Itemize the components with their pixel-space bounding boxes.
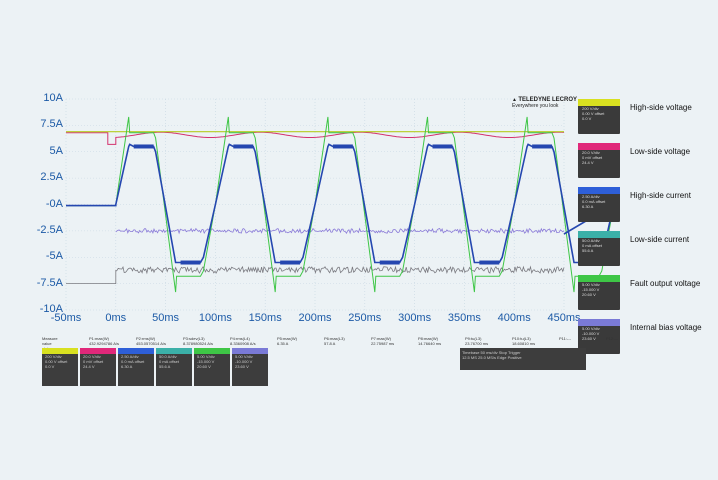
channel-label: Fault output voltage: [630, 279, 710, 289]
channel-label: High-side current: [630, 191, 710, 201]
channel-setting: 0.0 V: [578, 116, 620, 121]
channel-descriptor[interactable]: 50.0 A/div 0 mA offset 55.6 A: [578, 231, 620, 266]
y-tick-label: 10A: [3, 92, 63, 104]
high-side-current-plateau: [333, 144, 353, 148]
trigger-panel[interactable]: Timebase 50 ms/div Stop Trigger 12.5 MS …: [460, 348, 586, 370]
x-tick-label: 200ms: [298, 312, 331, 324]
measure-cell: [606, 346, 650, 351]
high-side-current-plateau: [181, 261, 201, 265]
x-tick-label: 400ms: [498, 312, 531, 324]
channel-label: High-side voltage: [630, 103, 710, 113]
high-side-current-plateau: [380, 261, 400, 265]
high-side-current-plateau: [280, 261, 300, 265]
channel-descriptor[interactable]: 2.50 A/div 0.0 mA offset 6.30 A: [578, 187, 620, 222]
channel-tile[interactable]: 50.0 A/div 0 mA offset 55.6 A: [156, 348, 192, 386]
channel-color-bar: [578, 143, 620, 150]
x-tick-label: 300ms: [398, 312, 431, 324]
x-tick-label: 350ms: [448, 312, 481, 324]
tile-setting: 55.6 A: [156, 364, 192, 369]
channel-color-bar: [578, 231, 620, 238]
x-tick-label: 150ms: [249, 312, 282, 324]
x-tick-label: 250ms: [348, 312, 381, 324]
x-tick-label: 50ms: [152, 312, 179, 324]
channel-tile[interactable]: 5.00 V/div -15.000 V 20.60 V: [194, 348, 230, 386]
measure-cell: [418, 346, 462, 351]
y-tick-label: -5A: [3, 250, 63, 262]
channel-color-bar: [578, 319, 620, 326]
trigger-line-2: 12.5 MS 25.0 MS/s Edge Positive: [462, 355, 584, 360]
y-tick-label: -2.5A: [3, 224, 63, 236]
x-tick-label: -50ms: [51, 312, 82, 324]
y-tick-label: 2.5A: [3, 171, 63, 183]
channel-descriptor[interactable]: 200 V/div 0.00 V offset 0.0 V: [578, 99, 620, 134]
measure-cell: [277, 346, 321, 351]
x-tick-label: 0ms: [105, 312, 126, 324]
channel-tile[interactable]: 20.0 V/div 0 mV offset 24.4 V: [80, 348, 116, 386]
brand-logo: ▲ TELEDYNE LECROY Everywhere you look: [512, 97, 577, 109]
channel-label: Low-side voltage: [630, 147, 710, 157]
channel-setting: 6.30 A: [578, 204, 620, 209]
high-side-current-plateau: [532, 144, 552, 148]
channel-tile[interactable]: 200 V/div 0.00 V offset 0.0 V: [42, 348, 78, 386]
x-tick-label: 450ms: [547, 312, 580, 324]
channel-label: Low-side current: [630, 235, 710, 245]
tile-setting: 24.4 V: [80, 364, 116, 369]
channel-tile[interactable]: 2.50 A/div 0.0 mA offset 6.30 A: [118, 348, 154, 386]
channel-descriptor[interactable]: 5.00 V/div -15.000 V 20.60 V: [578, 275, 620, 310]
measure-cell: [324, 346, 368, 351]
channel-setting: 55.6 A: [578, 248, 620, 253]
channel-descriptor[interactable]: 20.0 V/div 0 mV offset 24.4 V: [578, 143, 620, 178]
channel-setting: 24.4 V: [578, 160, 620, 165]
measure-cell: [371, 346, 415, 351]
x-tick-label: 100ms: [199, 312, 232, 324]
high-side-current-plateau: [479, 261, 499, 265]
channel-color-bar: [578, 187, 620, 194]
channel-tile[interactable]: 5.00 V/div -10.000 V 23.60 V: [232, 348, 268, 386]
tile-setting: 23.60 V: [232, 364, 268, 369]
y-tick-label: 7.5A: [3, 118, 63, 130]
tile-setting: 0.0 V: [42, 364, 78, 369]
high-side-current-plateau: [233, 144, 253, 148]
high-side-current-plateau: [134, 144, 154, 148]
tile-setting: 20.60 V: [194, 364, 230, 369]
y-tick-label: -7.5A: [3, 277, 63, 289]
y-tick-label: 5A: [3, 145, 63, 157]
channel-color-bar: [578, 275, 620, 282]
channel-setting: 20.60 V: [578, 292, 620, 297]
high-side-current-plateau: [433, 144, 453, 148]
y-tick-label: -0A: [3, 198, 63, 210]
logo-tagline: Everywhere you look: [512, 103, 558, 109]
channel-color-bar: [578, 99, 620, 106]
tile-setting: 6.30 A: [118, 364, 154, 369]
channel-label: Internal bias voltage: [630, 323, 710, 333]
